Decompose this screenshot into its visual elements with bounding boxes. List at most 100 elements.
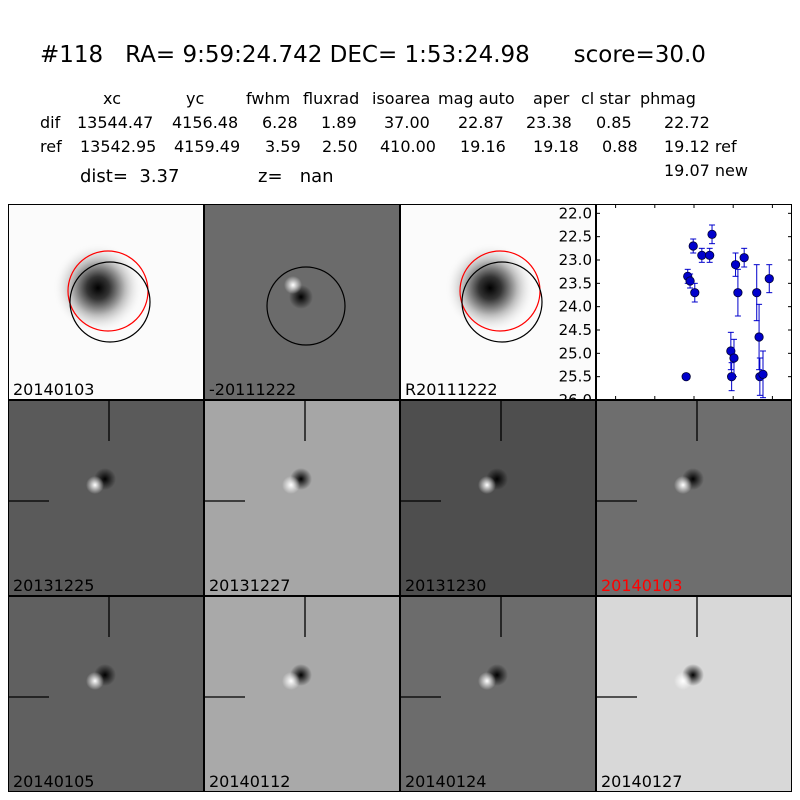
ref-isoarea: 410.00: [380, 137, 436, 156]
data-point: [729, 353, 739, 363]
stamp-epoch-8-image: [597, 597, 791, 791]
data-point: [681, 372, 691, 382]
source-blob: [53, 243, 143, 333]
row-label-ref: ref: [40, 137, 62, 156]
dif-yc: 4156.48: [172, 113, 239, 132]
positive-residual: [86, 672, 104, 690]
dif-mag-auto: 22.87: [458, 113, 504, 132]
data-point: [688, 241, 698, 251]
stamp-epoch-2-image: [205, 401, 399, 595]
y-tick-label: 25.0: [559, 344, 592, 362]
light-curve-svg: 22.022.523.023.524.024.525.025.526.0−100…: [559, 204, 792, 420]
new-phmag: 19.07 new: [664, 161, 748, 180]
z-readout: z= nan: [258, 166, 334, 187]
stamp-background: [597, 597, 791, 791]
dif-isoarea: 37.00: [384, 113, 430, 132]
col-header-yc: yc: [186, 89, 205, 108]
data-point: [758, 369, 768, 379]
stamp-background: [205, 597, 399, 791]
stamp-epoch-6: 20140112: [204, 596, 400, 792]
ref-aperture-circle: [266, 266, 346, 346]
data-point: [730, 260, 741, 270]
positive-residual: [478, 672, 496, 690]
ref-aperture-circle: [461, 261, 543, 343]
stamp-science-image: [9, 205, 203, 399]
dif-phmag: 22.72: [664, 113, 710, 132]
ref-mag-auto: 19.16: [460, 137, 506, 156]
stamp-epoch-3-label: 20131230: [405, 576, 487, 595]
positive-residual: [478, 476, 496, 494]
stamp-epoch-7-label: 20140124: [405, 772, 487, 791]
stamp-background: [9, 401, 203, 595]
data-point: [752, 288, 762, 298]
row-label-dif: dif: [40, 113, 61, 132]
stamp-epoch-6-image: [205, 597, 399, 791]
dif-fluxrad: 1.89: [321, 113, 357, 132]
col-header-xc: xc: [103, 89, 121, 108]
stamp-epoch-4-image: [597, 401, 791, 595]
col-header-cl-star: cl star: [581, 89, 631, 108]
data-point: [764, 274, 774, 284]
stamp-background: [597, 401, 791, 595]
col-header-phmag: phmag: [640, 89, 696, 108]
y-tick-label: 22.0: [559, 204, 592, 222]
stamp-reference-label: R20111222: [405, 380, 498, 399]
stamp-epoch-7-image: [401, 597, 595, 791]
y-tick-label: 24.0: [559, 298, 592, 316]
stamp-epoch-4: 20140103: [596, 400, 792, 596]
stamp-epoch-7: 20140124: [400, 596, 596, 792]
dist-readout: dist= 3.37: [80, 166, 180, 187]
stamp-difference-image: [205, 205, 399, 399]
stamp-epoch-8: 20140127: [596, 596, 792, 792]
ref-phmag: 19.12 ref: [664, 137, 737, 156]
y-tick-label: 25.5: [559, 368, 592, 386]
col-header-aper: aper: [533, 89, 570, 108]
stamp-science-label: 20140103: [13, 380, 95, 399]
ref-fluxrad: 2.50: [322, 137, 358, 156]
col-header-fluxrad: fluxrad: [303, 89, 360, 108]
data-point: [739, 253, 749, 263]
data-point: [705, 250, 715, 260]
col-header-isoarea: isoarea: [372, 89, 431, 108]
stamp-background: [205, 401, 399, 595]
stamp-science: 20140103: [8, 204, 204, 400]
positive-residual: [282, 672, 300, 690]
stamp-difference: -20111222: [204, 204, 400, 400]
stamp-epoch-5-label: 20140105: [13, 772, 95, 791]
y-tick-label: 24.5: [559, 321, 592, 339]
positive-residual: [674, 672, 692, 690]
candidate-title: #118 RA= 9:59:24.742 DEC= 1:53:24.98 sco…: [40, 42, 706, 68]
col-header-fwhm: fwhm: [246, 89, 291, 108]
y-tick-label: 22.5: [559, 228, 592, 246]
ref-aper: 19.18: [533, 137, 579, 156]
stamp-reference-image: [401, 205, 595, 399]
ref-fwhm: 3.59: [265, 137, 301, 156]
stamp-epoch-1-label: 20131225: [13, 576, 95, 595]
stamp-epoch-2: 20131227: [204, 400, 400, 596]
data-point: [754, 332, 764, 342]
stamp-epoch-2-label: 20131227: [209, 576, 291, 595]
ref-xc: 13542.95: [80, 137, 157, 156]
data-point: [690, 288, 700, 298]
stamp-background: [9, 597, 203, 791]
source-blob: [445, 243, 535, 333]
y-tick-label: 23.0: [559, 251, 592, 269]
stamp-epoch-1-image: [9, 401, 203, 595]
stamp-epoch-5-image: [9, 597, 203, 791]
positive-residual: [284, 276, 302, 294]
dif-xc: 13544.47: [77, 113, 154, 132]
stamp-reference: R20111222: [400, 204, 596, 400]
stamp-background: [401, 597, 595, 791]
dif-aper: 23.38: [526, 113, 572, 132]
stamp-epoch-3-image: [401, 401, 595, 595]
data-point: [697, 250, 707, 260]
y-tick-label: 23.5: [559, 274, 592, 292]
ref-cl-star: 0.88: [602, 137, 638, 156]
positive-residual: [674, 476, 692, 494]
stamp-background: [401, 401, 595, 595]
stamp-epoch-1: 20131225: [8, 400, 204, 596]
data-point: [685, 276, 695, 286]
stamp-epoch-3: 20131230: [400, 400, 596, 596]
data-point: [707, 229, 717, 239]
dif-fwhm: 6.28: [262, 113, 298, 132]
